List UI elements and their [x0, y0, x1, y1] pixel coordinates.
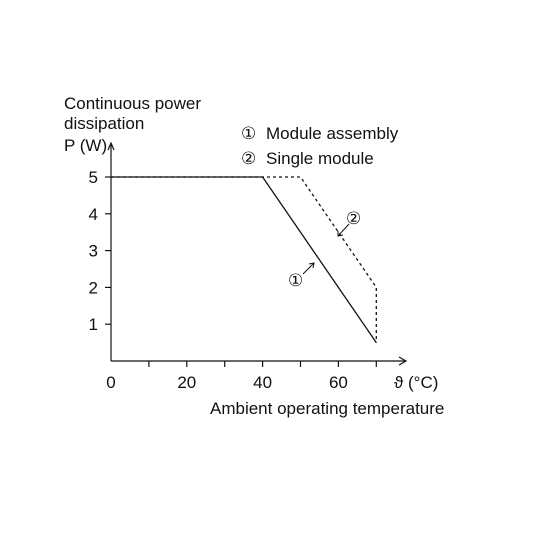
y-tick-label: 3: [89, 242, 98, 261]
y-tick-label: 5: [89, 168, 98, 187]
legend-label-module-assembly: Module assembly: [266, 124, 399, 143]
ticks-layer: 0 20 40 60 1 2 3 4 5: [89, 168, 377, 392]
legend-marker-1: ①: [241, 124, 256, 143]
series-layer: [111, 176, 377, 343]
y-axis-title-line-1: Continuous power: [64, 94, 201, 113]
legend-label-single-module: Single module: [266, 149, 374, 168]
callout-arrow-1-line: [302, 262, 315, 275]
series-line-1: [111, 176, 377, 343]
x-tick-label: 0: [106, 373, 115, 392]
x-tick-label: 40: [253, 373, 272, 392]
x-axis-symbol: ϑ (°C): [394, 373, 438, 392]
x-axis-arrow-icon: [398, 356, 408, 366]
y-tick-label: 1: [89, 315, 98, 334]
x-tick-label: 60: [329, 373, 348, 392]
y-axis-arrow-icon: [107, 141, 115, 151]
y-tick-label: 4: [89, 205, 98, 224]
callout-marker-2: ②: [346, 209, 361, 228]
callout-arrow-2-line: [337, 223, 350, 237]
y-axis-title-line-3: P (W): [64, 136, 107, 155]
series-line-2: [111, 176, 377, 343]
legend-marker-2: ②: [241, 149, 256, 168]
x-axis-title: Ambient operating temperature: [210, 399, 444, 418]
callout-arrow-2-head-icon: [337, 231, 344, 237]
y-tick-label: 2: [89, 278, 98, 297]
callout-arrow-1-head-icon: [308, 262, 315, 269]
callout-marker-1: ①: [288, 271, 303, 290]
x-tick-label: 20: [177, 373, 196, 392]
y-axis-title-line-2: dissipation: [64, 114, 144, 133]
